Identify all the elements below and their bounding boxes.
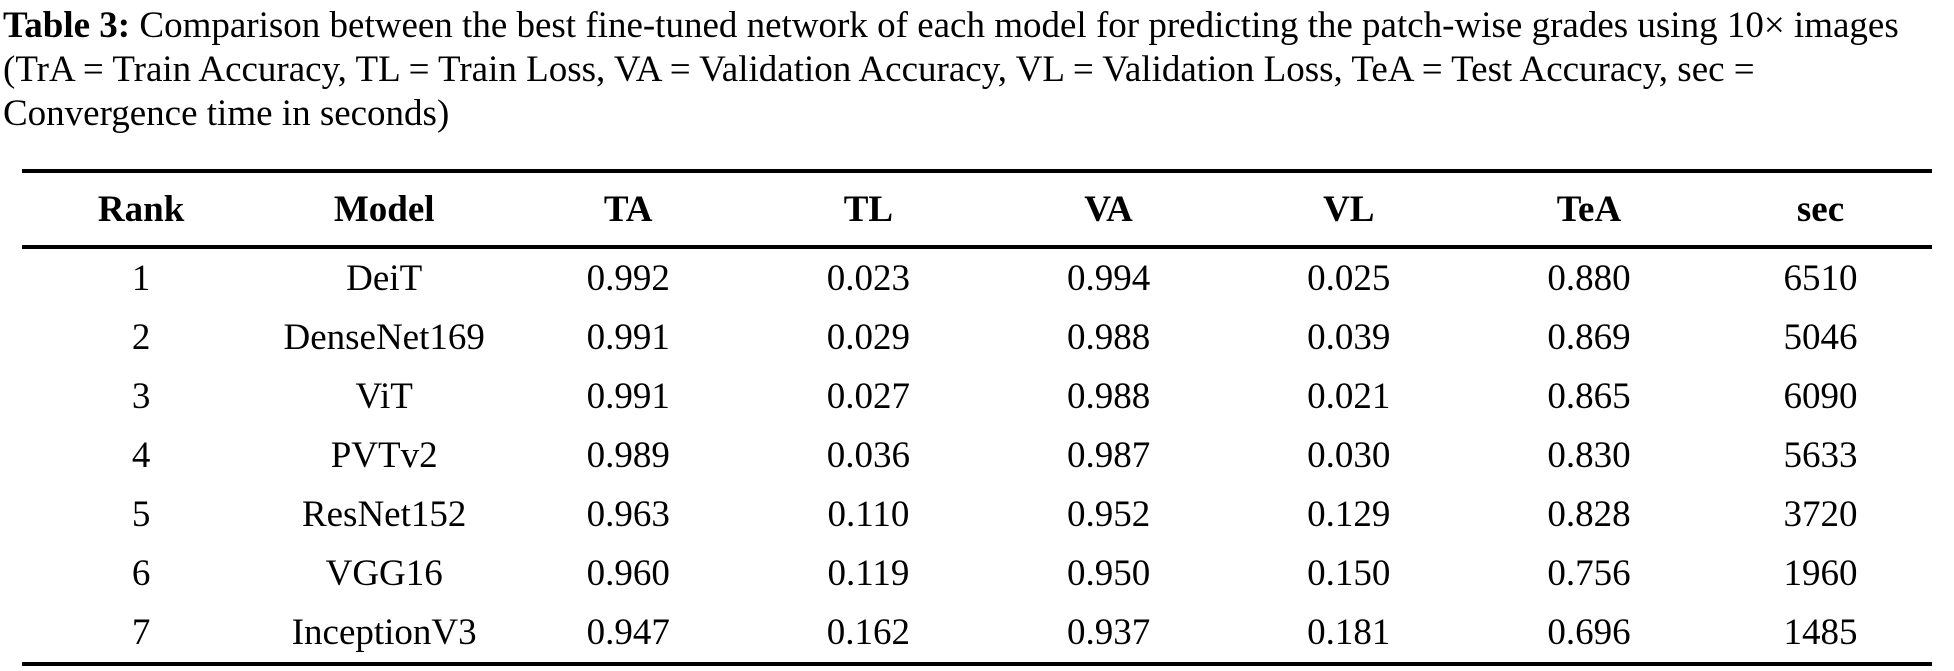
cell-va: 0.988 bbox=[1066, 317, 1151, 358]
column-header-vl: VL bbox=[1228, 171, 1469, 249]
cell-model: InceptionV3 bbox=[291, 612, 477, 653]
cell-va: 0.950 bbox=[1066, 553, 1151, 594]
header-row: Rank Model TA TL VA VL TeA sec bbox=[22, 171, 1932, 249]
cell-tl: 0.023 bbox=[826, 258, 911, 299]
table-row: 5 ResNet152 0.963 0.110 0.952 0.129 0.82… bbox=[22, 485, 1932, 544]
table-row: 3 ViT 0.991 0.027 0.988 0.021 0.865 6090 bbox=[22, 367, 1932, 426]
cell-ta: 0.989 bbox=[586, 435, 670, 476]
cell-ta: 0.991 bbox=[586, 317, 670, 358]
cell-va: 0.952 bbox=[1066, 494, 1151, 535]
cell-rank: 5 bbox=[131, 494, 151, 535]
cell-vl: 0.025 bbox=[1307, 258, 1391, 299]
cell-vl: 0.181 bbox=[1307, 612, 1391, 653]
table-row: 2 DenseNet169 0.991 0.029 0.988 0.039 0.… bbox=[22, 308, 1932, 367]
cell-model: ResNet152 bbox=[301, 494, 467, 535]
cell-tea: 0.869 bbox=[1547, 317, 1631, 358]
cell-model: DenseNet169 bbox=[283, 317, 485, 358]
cell-sec: 5633 bbox=[1783, 435, 1858, 476]
cell-rank: 2 bbox=[131, 317, 151, 358]
caption-text: Comparison between the best fine-tuned n… bbox=[3, 5, 1899, 134]
cell-ta: 0.991 bbox=[586, 376, 670, 417]
cell-vl: 0.030 bbox=[1307, 435, 1391, 476]
cell-vl: 0.021 bbox=[1307, 376, 1391, 417]
cell-rank: 6 bbox=[131, 553, 151, 594]
cell-sec: 1960 bbox=[1783, 553, 1858, 594]
cell-tl: 0.029 bbox=[826, 317, 911, 358]
cell-rank: 4 bbox=[131, 435, 151, 476]
cell-tea: 0.756 bbox=[1547, 553, 1631, 594]
cell-rank: 3 bbox=[131, 376, 151, 417]
cell-sec: 1485 bbox=[1783, 612, 1858, 653]
table-row: 6 VGG16 0.960 0.119 0.950 0.150 0.756 19… bbox=[22, 544, 1932, 603]
cell-va: 0.937 bbox=[1066, 612, 1151, 653]
column-header-ta: TA bbox=[508, 171, 749, 249]
cell-vl: 0.039 bbox=[1307, 317, 1391, 358]
table-row: 7 InceptionV3 0.947 0.162 0.937 0.181 0.… bbox=[22, 603, 1932, 664]
column-header-rank: Rank bbox=[22, 171, 261, 249]
cell-tl: 0.119 bbox=[827, 553, 910, 594]
results-table: Rank Model TA TL VA VL TeA sec 1 DeiT 0.… bbox=[22, 169, 1932, 666]
column-header-model: Model bbox=[260, 171, 509, 249]
cell-model: DeiT bbox=[346, 258, 423, 299]
table-row: 1 DeiT 0.992 0.023 0.994 0.025 0.880 651… bbox=[22, 247, 1932, 308]
cell-rank: 1 bbox=[131, 258, 151, 299]
cell-vl: 0.129 bbox=[1307, 494, 1391, 535]
cell-sec: 3720 bbox=[1783, 494, 1858, 535]
column-header-sec: sec bbox=[1709, 171, 1932, 249]
table-row: 4 PVTv2 0.989 0.036 0.987 0.030 0.830 56… bbox=[22, 426, 1932, 485]
table-caption: Table 3: Comparison between the best fin… bbox=[0, 0, 1954, 136]
column-header-tea: TeA bbox=[1468, 171, 1710, 249]
cell-tl: 0.110 bbox=[827, 494, 910, 535]
cell-sec: 5046 bbox=[1783, 317, 1858, 358]
cell-model: PVTv2 bbox=[330, 435, 438, 476]
cell-tl: 0.036 bbox=[826, 435, 911, 476]
cell-ta: 0.960 bbox=[586, 553, 670, 594]
cell-va: 0.987 bbox=[1066, 435, 1151, 476]
cell-va: 0.988 bbox=[1066, 376, 1151, 417]
column-header-va: VA bbox=[988, 171, 1229, 249]
cell-tea: 0.880 bbox=[1547, 258, 1631, 299]
cell-tea: 0.696 bbox=[1547, 612, 1631, 653]
cell-model: ViT bbox=[355, 376, 413, 417]
cell-ta: 0.992 bbox=[586, 258, 670, 299]
cell-rank: 7 bbox=[131, 612, 151, 653]
cell-tl: 0.162 bbox=[826, 612, 911, 653]
cell-tl: 0.027 bbox=[826, 376, 911, 417]
cell-tea: 0.865 bbox=[1547, 376, 1631, 417]
cell-sec: 6090 bbox=[1783, 376, 1858, 417]
cell-ta: 0.963 bbox=[586, 494, 670, 535]
column-header-tl: TL bbox=[748, 171, 989, 249]
cell-tea: 0.828 bbox=[1547, 494, 1631, 535]
cell-ta: 0.947 bbox=[586, 612, 670, 653]
cell-tea: 0.830 bbox=[1547, 435, 1631, 476]
cell-va: 0.994 bbox=[1066, 258, 1151, 299]
cell-model: VGG16 bbox=[325, 553, 443, 594]
cell-sec: 6510 bbox=[1783, 258, 1858, 299]
cell-vl: 0.150 bbox=[1307, 553, 1391, 594]
caption-label: Table 3: bbox=[3, 5, 131, 46]
